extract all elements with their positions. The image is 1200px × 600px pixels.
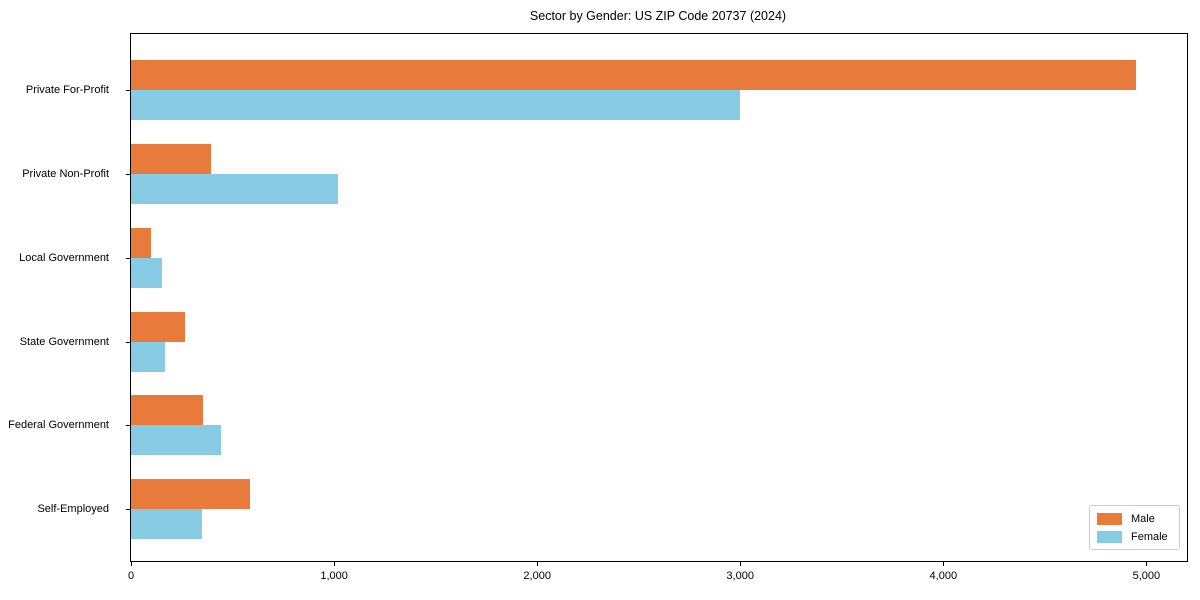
y-tick-label-federal-government: Federal Government (8, 419, 109, 432)
bar-female-state-government (131, 341, 165, 372)
y-tick-label-state-government: State Government (19, 335, 109, 348)
y-tick-mark (126, 257, 130, 259)
legend-item-female: Female (1097, 530, 1171, 544)
x-tick-label-1000: 1,000 (320, 570, 348, 582)
bar-female-local-government (131, 257, 162, 288)
y-tick-label-local-government: Local Government (19, 251, 109, 264)
legend-swatch-female (1097, 531, 1122, 543)
legend: Male Female (1089, 505, 1180, 550)
x-tick-label-4000: 4,000 (929, 570, 958, 582)
bar-female-private-for-profit (131, 90, 741, 120)
legend-item-male: Male (1097, 512, 1171, 526)
legend-label-male: Male (1131, 513, 1155, 525)
chart-title: Sector by Gender: US ZIP Code 20737 (202… (529, 9, 787, 23)
bar-male-self-employed (131, 479, 250, 510)
legend-label-female: Female (1131, 531, 1168, 543)
x-tick-label-0: 0 (127, 570, 135, 582)
x-tick-label-2000: 2,000 (523, 570, 551, 582)
bar-male-federal-government (131, 395, 204, 426)
bar-male-private-for-profit (131, 60, 1137, 90)
y-tick-label-self-employed: Self-Employed (37, 503, 109, 516)
x-tick-mark (740, 562, 742, 566)
x-tick-label-3000: 3,000 (726, 570, 754, 582)
y-tick-mark (126, 509, 130, 511)
bar-female-private-non-profit (131, 173, 339, 204)
y-tick-mark (126, 425, 130, 427)
bar-female-federal-government (131, 425, 222, 456)
x-tick-mark (537, 562, 539, 566)
x-tick-mark (943, 562, 945, 566)
x-tick-label-5000: 5,000 (1132, 570, 1161, 582)
y-tick-mark (126, 90, 130, 91)
x-tick-mark (334, 562, 336, 566)
bar-male-private-non-profit (131, 143, 212, 174)
y-tick-mark (126, 341, 130, 343)
x-tick-mark (131, 562, 132, 566)
y-tick-label-private-for-profit: Private For-Profit (25, 84, 109, 96)
bar-male-local-government (131, 227, 152, 258)
y-tick-label-private-non-profit: Private Non-Profit (22, 167, 109, 180)
bar-male-state-government (131, 311, 185, 342)
legend-swatch-male (1097, 513, 1122, 525)
plot-area: Private For-Profit Private Non-Profit Loca… (8, 33, 1188, 582)
x-tick-mark (1146, 562, 1148, 566)
y-tick-mark (126, 173, 130, 175)
bar-female-self-employed (131, 509, 203, 540)
